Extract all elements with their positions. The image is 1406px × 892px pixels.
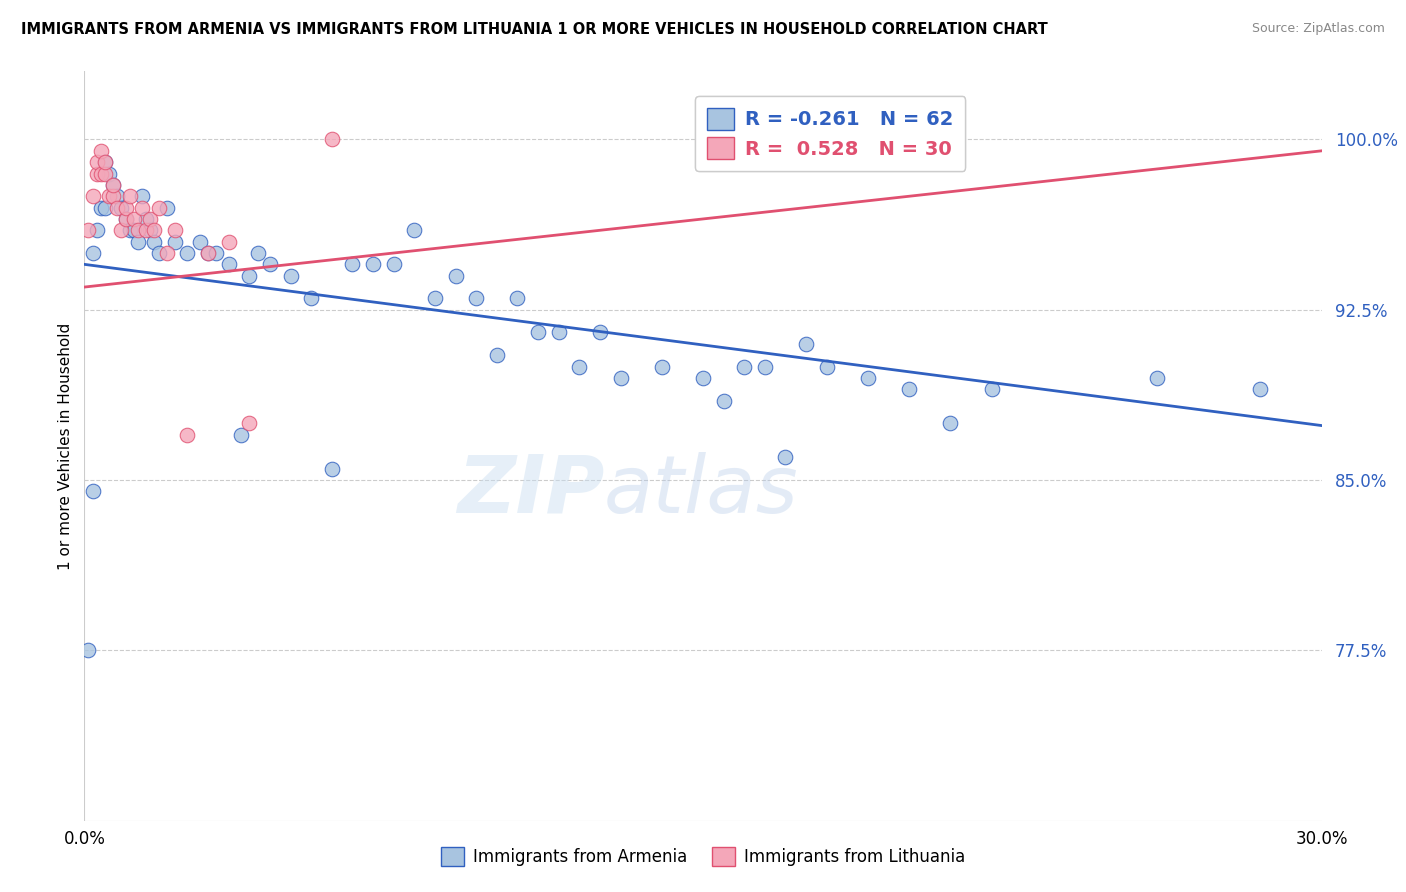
Point — [568, 359, 591, 374]
Point — [218, 235, 240, 249]
Point — [197, 246, 219, 260]
Point — [90, 167, 112, 181]
Text: Source: ZipAtlas.com: Source: ZipAtlas.com — [1251, 22, 1385, 36]
Point — [114, 201, 136, 215]
Point — [94, 201, 117, 215]
Point — [197, 246, 219, 260]
Point — [94, 155, 117, 169]
Point — [90, 201, 112, 215]
Point — [361, 257, 384, 271]
Point — [176, 246, 198, 260]
Point — [105, 189, 128, 203]
Point — [176, 427, 198, 442]
Point — [156, 201, 179, 215]
Point — [280, 268, 302, 283]
Point — [423, 292, 446, 306]
Point — [114, 211, 136, 226]
Point — [651, 359, 673, 374]
Point — [77, 223, 100, 237]
Point — [188, 235, 211, 249]
Point — [122, 211, 145, 226]
Point — [165, 235, 187, 249]
Point — [218, 257, 240, 271]
Point — [131, 189, 153, 203]
Point — [246, 246, 269, 260]
Point — [94, 167, 117, 181]
Point — [465, 292, 488, 306]
Point — [77, 643, 100, 657]
Point — [205, 246, 228, 260]
Point — [775, 450, 797, 465]
Point — [135, 223, 157, 237]
Point — [856, 371, 879, 385]
Point — [86, 223, 108, 237]
Point — [815, 359, 838, 374]
Point — [103, 189, 125, 203]
Point — [506, 292, 529, 306]
Point — [547, 326, 569, 340]
Point — [127, 223, 149, 237]
Point — [82, 189, 104, 203]
Point — [90, 144, 112, 158]
Point — [103, 178, 125, 192]
Point — [86, 155, 108, 169]
Point — [939, 417, 962, 431]
Point — [131, 201, 153, 215]
Point — [229, 427, 252, 442]
Point — [156, 246, 179, 260]
Point — [794, 336, 817, 351]
Point — [1146, 371, 1168, 385]
Point — [105, 201, 128, 215]
Point — [110, 223, 132, 237]
Point — [127, 235, 149, 249]
Text: atlas: atlas — [605, 452, 799, 530]
Point — [98, 167, 121, 181]
Point — [110, 201, 132, 215]
Point — [98, 189, 121, 203]
Point — [404, 223, 426, 237]
Point — [382, 257, 405, 271]
Legend: Immigrants from Armenia, Immigrants from Lithuania: Immigrants from Armenia, Immigrants from… — [433, 838, 973, 875]
Point — [485, 348, 508, 362]
Point — [122, 223, 145, 237]
Legend: R = -0.261   N = 62, R =  0.528   N = 30: R = -0.261 N = 62, R = 0.528 N = 30 — [695, 96, 966, 171]
Point — [148, 246, 170, 260]
Point — [692, 371, 714, 385]
Point — [139, 211, 162, 226]
Point — [135, 211, 157, 226]
Point — [82, 246, 104, 260]
Point — [118, 189, 141, 203]
Point — [148, 201, 170, 215]
Point — [118, 223, 141, 237]
Point — [444, 268, 467, 283]
Point — [143, 223, 166, 237]
Point — [165, 223, 187, 237]
Point — [754, 359, 776, 374]
Point — [238, 417, 260, 431]
Point — [86, 167, 108, 181]
Point — [527, 326, 550, 340]
Point — [713, 393, 735, 408]
Y-axis label: 1 or more Vehicles in Household: 1 or more Vehicles in Household — [58, 322, 73, 570]
Point — [898, 382, 921, 396]
Point — [82, 484, 104, 499]
Point — [733, 359, 755, 374]
Point — [94, 155, 117, 169]
Point — [299, 292, 322, 306]
Point — [238, 268, 260, 283]
Point — [1249, 382, 1271, 396]
Point — [139, 223, 162, 237]
Point — [980, 382, 1002, 396]
Point — [321, 132, 343, 146]
Point — [259, 257, 281, 271]
Text: IMMIGRANTS FROM ARMENIA VS IMMIGRANTS FROM LITHUANIA 1 OR MORE VEHICLES IN HOUSE: IMMIGRANTS FROM ARMENIA VS IMMIGRANTS FR… — [21, 22, 1047, 37]
Point — [321, 461, 343, 475]
Point — [114, 211, 136, 226]
Point — [103, 178, 125, 192]
Point — [609, 371, 631, 385]
Point — [589, 326, 612, 340]
Point — [342, 257, 364, 271]
Point — [143, 235, 166, 249]
Text: ZIP: ZIP — [457, 452, 605, 530]
